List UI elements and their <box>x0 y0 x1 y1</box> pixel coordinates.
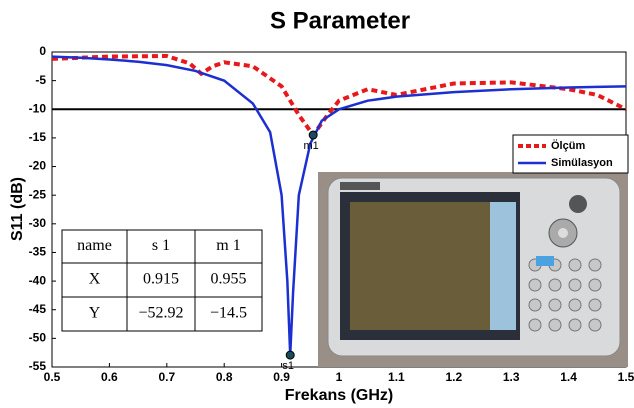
x-tick-label: 1.1 <box>388 370 405 384</box>
y-tick-label: -5 <box>35 73 46 87</box>
table-cell: 0.955 <box>211 271 247 288</box>
x-tick-label: 1.5 <box>618 370 634 384</box>
x-tick-label: 0.9 <box>273 370 290 384</box>
y-tick-label: -10 <box>29 101 47 115</box>
x-tick-label: 1.2 <box>445 370 462 384</box>
plot-layer: 0 -5 -10 -15 -20 -25 -30 -35 -40 -45 -50 -550.5 0.6 0… <box>29 44 634 384</box>
table-cell: −14.5 <box>210 305 247 322</box>
table-cell: Y <box>89 305 101 322</box>
table-header: m 1 <box>216 237 240 254</box>
legend-box <box>512 134 629 174</box>
table-cell: 0.915 <box>143 271 179 288</box>
series-line <box>51 55 627 356</box>
chart-title: S Parameter <box>270 7 410 34</box>
table-header: name <box>77 237 112 254</box>
y-tick-label: -30 <box>29 216 47 230</box>
y-tick-label: -50 <box>29 331 47 345</box>
x-tick-label: 1.3 <box>503 370 520 384</box>
y-tick-label: -15 <box>29 130 47 144</box>
y-tick-label: -20 <box>29 159 47 173</box>
x-tick-label: 1 <box>336 370 343 384</box>
x-tick-label: 0.5 <box>44 370 61 384</box>
y-tick-label: -25 <box>29 187 47 201</box>
table-cell: X <box>89 271 101 288</box>
y-tick-label: -40 <box>29 273 47 287</box>
y-axis-label: S11 (dB) <box>9 177 26 241</box>
marker-label: m1 <box>304 140 319 152</box>
table-header: s 1 <box>152 237 170 254</box>
marker <box>308 130 318 140</box>
y-tick-label: 0 <box>39 44 46 58</box>
legend-label: Ölçüm <box>551 139 585 152</box>
x-tick-label: 0.6 <box>101 370 118 384</box>
marker <box>285 350 295 360</box>
device-photo <box>318 172 628 367</box>
y-tick-label: -45 <box>29 302 47 316</box>
table-cell: −52.92 <box>138 305 183 322</box>
table-box <box>61 229 263 332</box>
x-tick-label: 1.4 <box>560 370 577 384</box>
marker-label: s1 <box>282 360 294 372</box>
x-tick-label: 0.7 <box>158 370 175 384</box>
x-tick-label: 0.8 <box>216 370 233 384</box>
x-axis-label: Frekans (GHz) <box>285 387 393 404</box>
y-tick-label: -35 <box>29 245 47 259</box>
legend-label: Simülasyon <box>551 157 613 169</box>
y-tick-label: -55 <box>29 359 47 373</box>
series-line <box>51 54 627 139</box>
